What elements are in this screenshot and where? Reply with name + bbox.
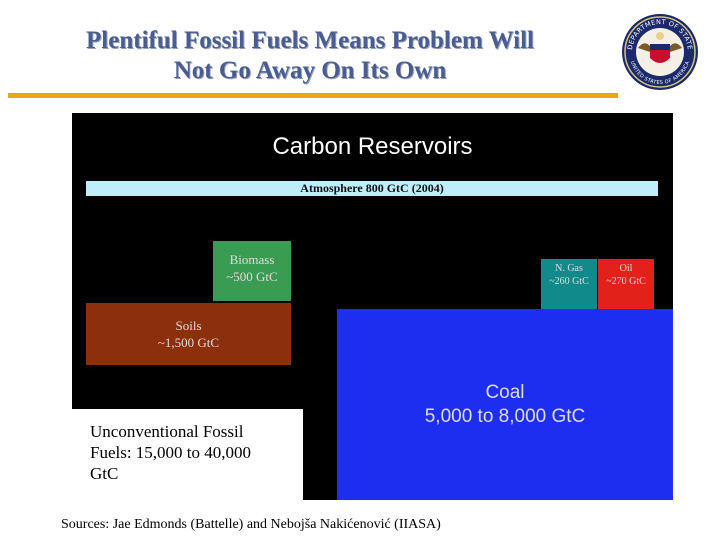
soils-label: Soils [175,318,202,333]
atmosphere-bar: Atmosphere 800 GtC (2004) [86,181,658,196]
slide-title-line-1: Plentiful Fossil Fuels Means Problem Wil… [86,27,534,54]
unconventional-line-3: GtC [90,464,119,483]
soils-value: ~1,500 GtC [157,335,220,350]
slide-title-line-2: Not Go Away On Its Own [173,57,447,84]
natural-gas-block: N. Gas ~260 GtC [541,259,597,309]
title-underline [8,93,618,98]
biomass-label: Biomass [229,252,275,267]
oil-label: Oil [619,263,633,274]
unconventional-fuels-note: Unconventional Fossil Fuels: 15,000 to 4… [72,409,303,500]
slide-title: Plentiful Fossil Fuels Means Problem Wil… [10,26,610,86]
coal-value: 5,000 to 8,000 GtC [424,406,586,427]
state-department-seal-icon: DEPARTMENT OF STATE UNITED STATES OF AME… [622,14,698,90]
soils-block: Soils ~1,500 GtC [86,303,291,365]
carbon-reservoirs-diagram: Carbon Reservoirs Atmosphere 800 GtC (20… [72,113,673,500]
biomass-block: Biomass ~500 GtC [213,241,291,301]
unconventional-line-1: Unconventional Fossil [90,422,244,441]
sources-footnote: Sources: Jae Edmonds (Battelle) and Nebo… [61,517,441,532]
natural-gas-value: ~260 GtC [549,276,589,287]
biomass-value: ~500 GtC [226,269,278,284]
unconventional-line-2: Fuels: 15,000 to 40,000 [90,443,252,462]
oil-value: ~270 GtC [606,276,646,287]
coal-label: Coal [485,382,525,403]
natural-gas-label: N. Gas [555,263,583,274]
coal-block: Coal 5,000 to 8,000 GtC [337,309,673,500]
diagram-title: Carbon Reservoirs [272,133,473,160]
oil-block: Oil ~270 GtC [598,259,654,309]
